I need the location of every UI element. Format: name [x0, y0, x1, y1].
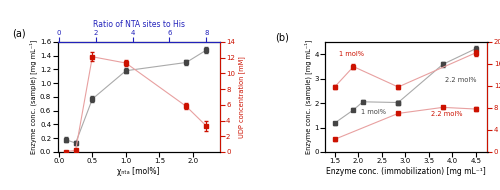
Y-axis label: Enzyme conc. (sample) [mg mL⁻¹]: Enzyme conc. (sample) [mg mL⁻¹]	[30, 40, 37, 154]
Text: 2.2 mol%: 2.2 mol%	[445, 77, 476, 83]
Text: 1 mol%: 1 mol%	[360, 109, 386, 115]
X-axis label: Enzyme conc. (immobilization) [mg mL⁻¹]: Enzyme conc. (immobilization) [mg mL⁻¹]	[326, 167, 486, 176]
Y-axis label: UDP concentration [mM]: UDP concentration [mM]	[238, 56, 244, 138]
Text: (a): (a)	[12, 28, 26, 39]
Y-axis label: Enzyme conc. (sample) [mg mL⁻¹]: Enzyme conc. (sample) [mg mL⁻¹]	[304, 40, 312, 154]
Text: (b): (b)	[275, 33, 289, 43]
Text: 2.2 mol%: 2.2 mol%	[431, 111, 462, 117]
X-axis label: Ratio of NTA sites to His: Ratio of NTA sites to His	[92, 20, 184, 29]
X-axis label: χₙₜₐ [mol%]: χₙₜₐ [mol%]	[118, 167, 160, 176]
Text: 1 mol%: 1 mol%	[340, 51, 364, 57]
